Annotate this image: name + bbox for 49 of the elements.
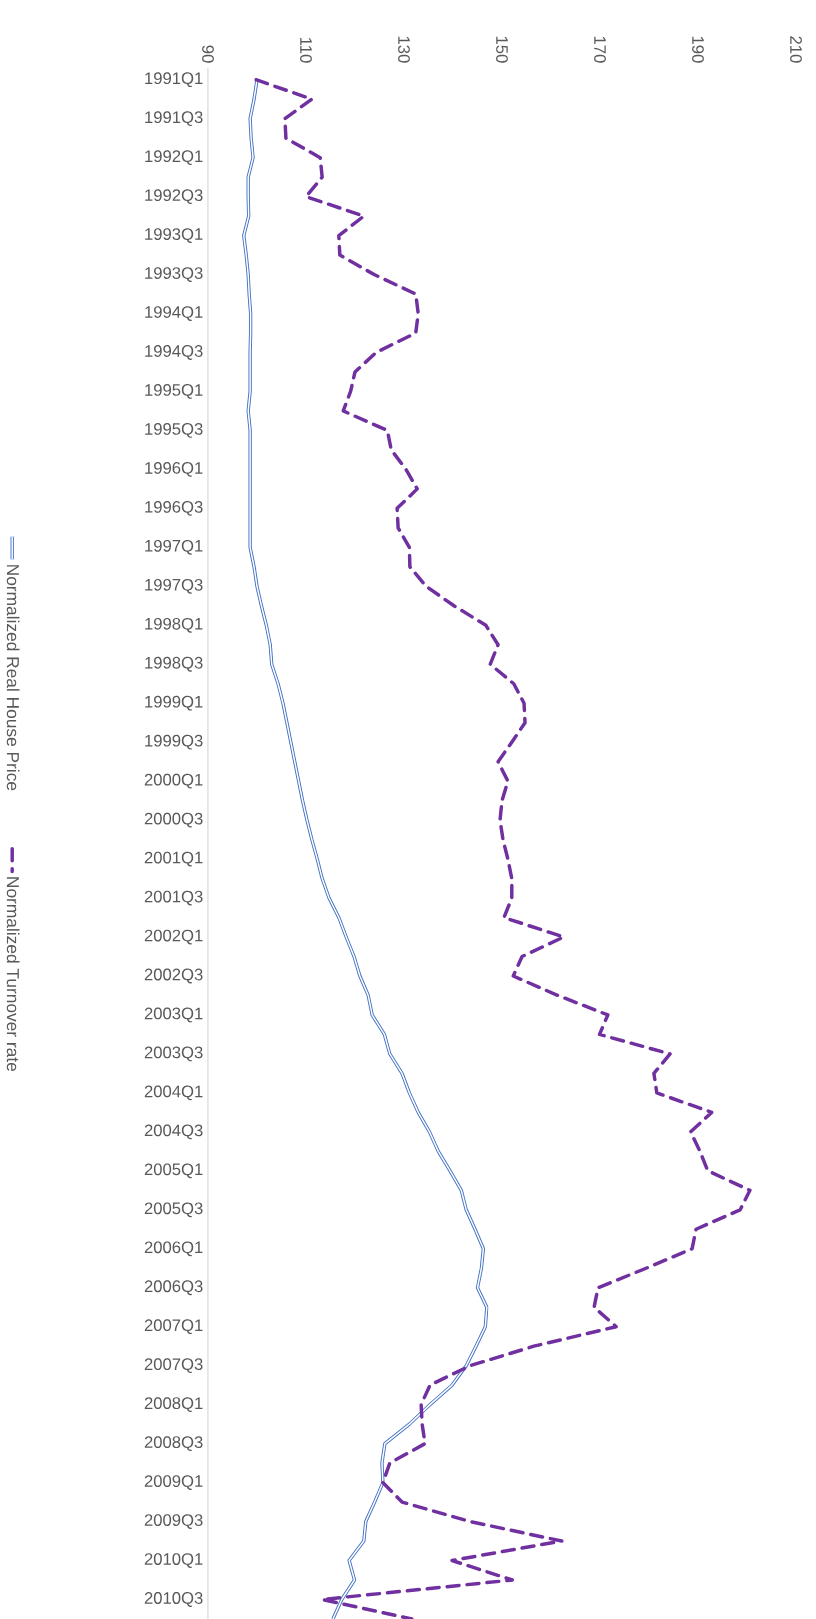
y-tick-label: 1994Q1	[145, 306, 203, 321]
y-tick-label: 2009Q3	[144, 1514, 203, 1529]
y-tick-label: 2007Q1	[144, 1319, 203, 1335]
y-tick-label: 1995Q3	[145, 423, 203, 438]
y-tick-label: 2003Q1	[144, 1007, 203, 1023]
y-tick-label: 1994Q3	[145, 345, 203, 360]
legend-label: Normalized Turnover rate	[6, 877, 20, 1072]
y-tick-label: 1995Q1	[145, 384, 203, 399]
y-tick-label: 2006Q3	[144, 1280, 203, 1296]
y-tick-label: 2010Q1	[144, 1553, 203, 1568]
y-tick-label: 1993Q1	[145, 228, 203, 243]
y-tick-label: 2004Q3	[144, 1124, 203, 1140]
y-tick-label: 2001Q3	[144, 890, 203, 906]
legend-label: Normalized Real House Price	[6, 565, 20, 791]
y-tick-label: 1991Q1	[145, 72, 203, 88]
y-tick-label: 2010Q3	[144, 1592, 203, 1607]
y-tick-label: 1999Q1	[145, 695, 203, 711]
y-tick-label: 1991Q3	[145, 111, 203, 127]
x-tick-label: 210	[790, 36, 802, 63]
y-tick-label: 1999Q3	[145, 734, 203, 750]
y-tick-label: 1993Q3	[145, 267, 203, 282]
x-tick-label: 170	[594, 36, 606, 63]
y-tick-label: 2008Q1	[144, 1397, 203, 1413]
y-tick-label: 1992Q3	[145, 189, 203, 205]
y-tick-label: 1996Q1	[145, 462, 203, 477]
y-tick-label: 2002Q1	[144, 929, 203, 945]
y-tick-label: 1996Q3	[145, 500, 203, 516]
y-tick-label: 1997Q3	[145, 578, 203, 594]
y-tick-label: 1998Q1	[145, 617, 203, 633]
x-tick-label: 110	[300, 38, 312, 63]
y-tick-label: 2000Q1	[144, 773, 203, 789]
x-tick-label: 130	[398, 36, 410, 63]
y-tick-label: 1992Q1	[145, 150, 203, 166]
y-tick-label: 2000Q3	[144, 812, 203, 828]
y-tick-label: 2009Q1	[144, 1475, 203, 1490]
y-tick-label: 1998Q3	[145, 656, 203, 672]
x-tick-label: 90	[202, 45, 214, 63]
y-tick-label: 1997Q1	[145, 539, 203, 555]
x-tick-label: 190	[692, 36, 704, 63]
y-tick-label: 2003Q3	[144, 1046, 203, 1062]
y-tick-label: 2001Q1	[144, 851, 203, 867]
y-tick-label: 2008Q3	[144, 1436, 203, 1452]
y-tick-label: 2002Q3	[144, 968, 203, 984]
y-tick-label: 2005Q1	[144, 1163, 203, 1179]
y-tick-label: 2007Q3	[144, 1358, 203, 1374]
x-tick-label: 150	[496, 36, 508, 63]
y-tick-label: 2005Q3	[144, 1202, 203, 1218]
y-tick-label: 2006Q1	[144, 1241, 203, 1257]
y-tick-label: 2004Q1	[144, 1085, 203, 1101]
